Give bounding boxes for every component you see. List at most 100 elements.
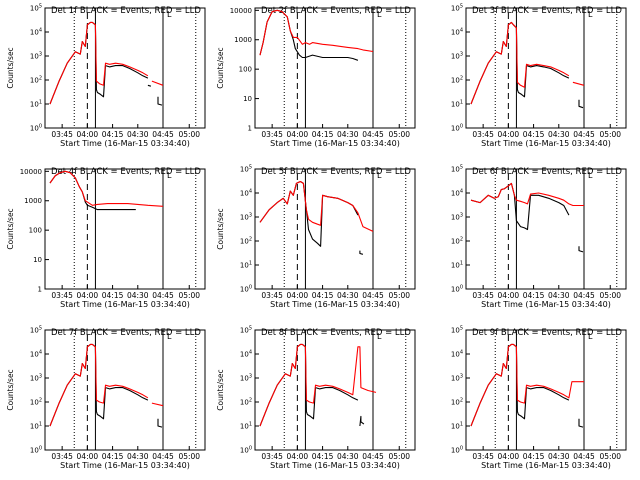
x-tick-label: 04:45 [362, 452, 384, 461]
y-tick-label: 101 [240, 261, 252, 270]
x-tick-label: 04:30 [127, 291, 149, 300]
y-tick-label: 102 [240, 237, 252, 246]
plot-frame-extension [583, 7, 627, 129]
plot-frame-extension [372, 329, 416, 451]
x-tick-label: 04:15 [312, 130, 334, 139]
x-tick-label: 05:00 [388, 452, 410, 461]
y-tick-label: 103 [30, 52, 42, 61]
y-tick-label: 100 [451, 446, 463, 455]
panel-title: Det 9f BLACK = Events, RED = LLD [472, 328, 622, 338]
corner-marker: L [588, 10, 593, 19]
x-tick-label: 04:30 [337, 130, 359, 139]
x-tick-label: 04:45 [152, 452, 174, 461]
x-tick-label: 03:45 [51, 291, 73, 300]
y-tick-label: 104 [30, 28, 42, 37]
series-events-line [259, 9, 359, 61]
y-tick-label: 100 [240, 285, 252, 294]
x-tick-label: 04:45 [362, 130, 384, 139]
y-tick-label: 104 [451, 350, 463, 359]
y-axis-label: Counts/sec [6, 369, 15, 410]
y-tick-label: 10000 [20, 168, 42, 176]
corner-marker: L [167, 10, 172, 19]
plot-frame [465, 168, 585, 290]
x-tick-label: 04:45 [152, 130, 174, 139]
x-tick-label: 04:00 [77, 291, 99, 300]
y-tick-label: 105 [451, 165, 463, 174]
y-tick-label: 105 [451, 4, 463, 13]
plot-frame-extension [162, 7, 206, 129]
plot-frame [465, 7, 585, 129]
x-tick-label: 04:30 [548, 130, 570, 139]
y-tick-label: 103 [451, 374, 463, 383]
y-tick-label: 104 [451, 28, 463, 37]
corner-marker: L [588, 332, 593, 341]
series-lld-line [470, 182, 584, 207]
y-tick-label: 100 [240, 446, 252, 455]
y-tick-label: 105 [30, 326, 42, 335]
x-tick-label: 04:15 [102, 291, 124, 300]
y-tick-label: 102 [451, 398, 463, 407]
y-tick-label: 102 [451, 237, 463, 246]
x-axis-title: Start Time (16-Mar-15 03:34:40) [481, 300, 611, 309]
plot-frame-extension [162, 329, 206, 451]
x-tick-label: 05:00 [178, 291, 200, 300]
plot-frame [254, 7, 374, 129]
series-lld-line [151, 402, 164, 407]
x-tick-label: 05:00 [178, 130, 200, 139]
series-events-line [157, 96, 163, 106]
y-tick-label: 103 [451, 52, 463, 61]
x-tick-label: 05:00 [388, 130, 410, 139]
x-tick-label: 05:00 [599, 452, 621, 461]
x-tick-label: 04:00 [287, 452, 309, 461]
y-tick-label: 100 [451, 285, 463, 294]
y-tick-label: 102 [30, 398, 42, 407]
corner-marker: L [377, 332, 382, 341]
x-tick-label: 04:00 [498, 130, 520, 139]
y-tick-label: 105 [30, 4, 42, 13]
x-tick-label: 05:00 [599, 130, 621, 139]
x-tick-label: 04:30 [337, 291, 359, 300]
x-tick-label: 04:30 [548, 452, 570, 461]
panel-title: Det 3f BLACK = Events, RED = LLD [472, 6, 622, 16]
x-tick-label: 03:45 [261, 291, 283, 300]
x-tick-label: 04:45 [573, 452, 595, 461]
x-tick-label: 04:15 [312, 291, 334, 300]
y-tick-label: 102 [451, 76, 463, 85]
series-events-line [470, 182, 570, 231]
x-tick-label: 04:00 [77, 130, 99, 139]
y-tick-label: 105 [240, 165, 252, 174]
x-tick-label: 04:30 [127, 130, 149, 139]
x-axis-title: Start Time (16-Mar-15 03:34:40) [481, 461, 611, 470]
x-tick-label: 04:00 [498, 291, 520, 300]
x-tick-label: 03:45 [261, 452, 283, 461]
series-events-line [359, 415, 365, 427]
y-tick-label: 10 [33, 256, 42, 264]
y-axis-label: Counts/sec [6, 208, 15, 249]
series-lld-line [572, 81, 585, 86]
x-tick-label: 04:45 [152, 291, 174, 300]
series-events-line [49, 21, 149, 105]
y-tick-label: 101 [451, 100, 463, 109]
y-tick-label: 105 [451, 326, 463, 335]
plot-frame [44, 7, 164, 129]
series-lld-line [259, 343, 377, 427]
y-tick-label: 104 [240, 350, 252, 359]
plot-frame-extension [372, 168, 416, 290]
plot-frame [44, 329, 164, 451]
x-tick-label: 04:30 [548, 291, 570, 300]
y-tick-label: 102 [30, 76, 42, 85]
series-lld-line [49, 170, 164, 207]
x-tick-label: 04:00 [498, 452, 520, 461]
series-lld-line [259, 9, 374, 56]
corner-marker: L [167, 171, 172, 180]
x-axis-title: Start Time (16-Mar-15 03:34:40) [60, 139, 190, 148]
series-lld-line [151, 80, 164, 86]
series-events-line [157, 418, 163, 428]
x-tick-label: 04:45 [573, 130, 595, 139]
plot-frame [254, 168, 374, 290]
x-tick-label: 03:45 [51, 452, 73, 461]
